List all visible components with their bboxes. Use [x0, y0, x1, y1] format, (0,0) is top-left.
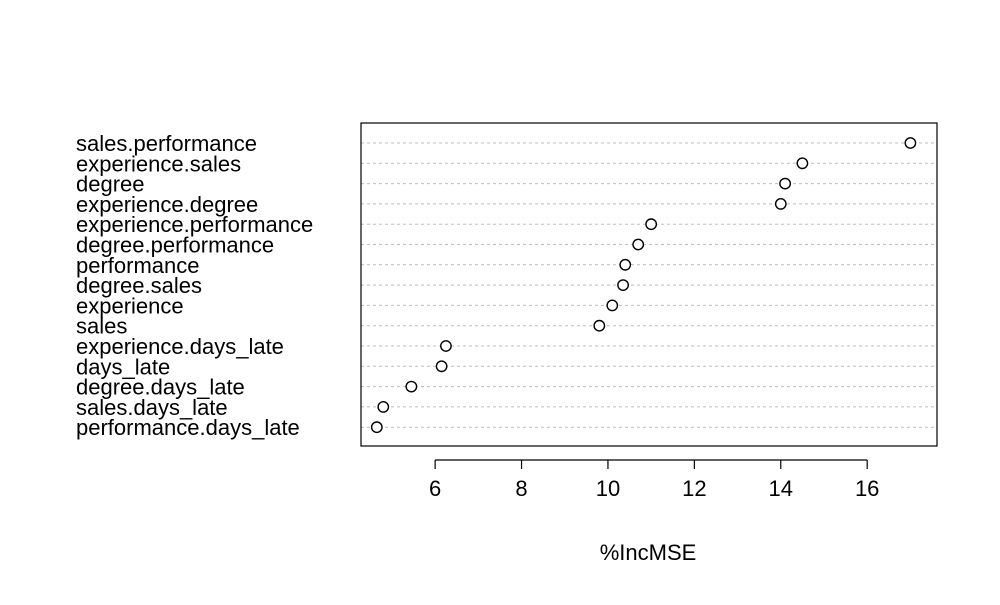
data-point: [632, 238, 645, 251]
category-label: experience.performance: [76, 212, 313, 237]
x-tick-label: 16: [855, 476, 879, 501]
category-label: sales.days_late: [76, 395, 228, 420]
data-point: [435, 360, 448, 373]
category-label: performance.days_late: [76, 415, 300, 440]
data-point: [774, 197, 787, 210]
data-point: [405, 380, 418, 393]
category-label: days_late: [76, 354, 170, 379]
category-label: sales: [76, 314, 127, 339]
data-point: [904, 137, 917, 149]
data-point: [440, 340, 452, 352]
category-label: experience.sales: [76, 151, 241, 176]
category-label: performance: [76, 253, 200, 278]
x-axis: 6 8 10 12 14 16: [429, 459, 879, 501]
category-label: experience.days_late: [76, 334, 284, 359]
plot-frame: [360, 122, 938, 447]
x-tick-label: 12: [682, 476, 706, 501]
category-labels: sales.performanceexperience.salesdegreee…: [76, 131, 313, 440]
category-label: degree.sales: [76, 273, 202, 298]
data-point: [779, 177, 791, 190]
data-point: [796, 157, 809, 170]
data-point: [645, 218, 658, 231]
x-tick-label: 8: [515, 476, 527, 501]
x-tick-label: 6: [429, 476, 441, 501]
x-tick-label: 14: [769, 476, 793, 501]
category-label: degree.days_late: [76, 375, 245, 400]
data-points: [370, 137, 917, 434]
x-axis-title: %IncMSE: [600, 540, 697, 565]
category-label: experience.degree: [76, 192, 258, 217]
guide-lines: [361, 142, 937, 428]
data-point: [370, 421, 383, 434]
data-point: [377, 400, 390, 413]
category-label: experience: [76, 293, 184, 318]
category-label: degree: [76, 172, 145, 197]
data-point: [619, 258, 632, 271]
data-point: [593, 319, 606, 332]
category-label: sales.performance: [76, 131, 257, 156]
category-label: degree.performance: [76, 233, 274, 258]
data-point: [617, 279, 629, 291]
data-point: [606, 299, 619, 312]
x-tick-label: 10: [596, 476, 620, 501]
